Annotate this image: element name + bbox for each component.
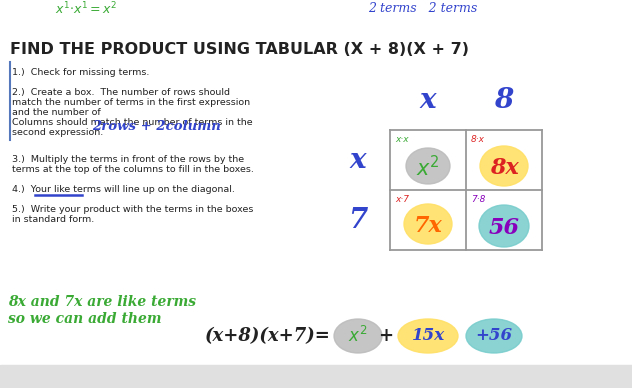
Text: 2.)  Create a box.  The number of rows should: 2.) Create a box. The number of rows sho… xyxy=(12,88,230,97)
Ellipse shape xyxy=(398,319,458,353)
Text: x: x xyxy=(349,147,367,173)
Text: in standard form.: in standard form. xyxy=(12,215,94,224)
Text: so we can add them: so we can add them xyxy=(8,312,162,326)
Text: and the number of: and the number of xyxy=(12,108,100,117)
Bar xyxy=(0,365,632,388)
Text: 56: 56 xyxy=(489,217,520,239)
Text: 7x: 7x xyxy=(413,215,442,237)
Text: $x^1{\cdot}x^1 = x^2$: $x^1{\cdot}x^1 = x^2$ xyxy=(55,0,117,17)
Text: +56: +56 xyxy=(475,327,513,345)
Text: 8: 8 xyxy=(494,87,514,114)
Text: 5.)  Write your product with the terms in the boxes: 5.) Write your product with the terms in… xyxy=(12,205,253,214)
Ellipse shape xyxy=(466,319,522,353)
Text: match the number of terms in the first expression: match the number of terms in the first e… xyxy=(12,98,250,107)
Text: x: x xyxy=(420,87,436,114)
Ellipse shape xyxy=(404,204,452,244)
Ellipse shape xyxy=(479,205,529,247)
Ellipse shape xyxy=(406,148,450,184)
Text: x·x: x·x xyxy=(395,135,409,144)
Text: second expression.: second expression. xyxy=(12,128,103,137)
Text: 2rows + 2column: 2rows + 2column xyxy=(92,120,221,133)
Text: +: + xyxy=(379,327,394,345)
Text: (x+8)(x+7)=: (x+8)(x+7)= xyxy=(205,327,331,345)
Text: $x^2$: $x^2$ xyxy=(416,156,440,180)
Text: 3.)  Multiply the terms in front of the rows by the: 3.) Multiply the terms in front of the r… xyxy=(12,155,244,164)
Ellipse shape xyxy=(334,319,382,353)
Text: 8·x: 8·x xyxy=(471,135,485,144)
Text: 8x: 8x xyxy=(490,157,518,179)
Text: 4.)  Your like terms will line up on the diagonal.: 4.) Your like terms will line up on the … xyxy=(12,185,235,194)
Text: 7: 7 xyxy=(348,206,368,234)
Text: 15x: 15x xyxy=(411,327,444,345)
Text: terms at the top of the columns to fill in the boxes.: terms at the top of the columns to fill … xyxy=(12,165,254,174)
Text: FIND THE PRODUCT USING TABULAR (X + 8)(X + 7): FIND THE PRODUCT USING TABULAR (X + 8)(X… xyxy=(10,42,469,57)
Text: x·7: x·7 xyxy=(395,195,409,204)
Text: 7·8: 7·8 xyxy=(471,195,485,204)
Text: $x^2$: $x^2$ xyxy=(348,326,368,346)
Text: Columns should match the number of terms in the: Columns should match the number of terms… xyxy=(12,118,253,127)
Text: 1.)  Check for missing terms.: 1.) Check for missing terms. xyxy=(12,68,149,77)
Ellipse shape xyxy=(480,146,528,186)
Text: 2 terms   2 terms: 2 terms 2 terms xyxy=(368,2,477,15)
Text: 8x and 7x are like terms: 8x and 7x are like terms xyxy=(8,295,196,309)
